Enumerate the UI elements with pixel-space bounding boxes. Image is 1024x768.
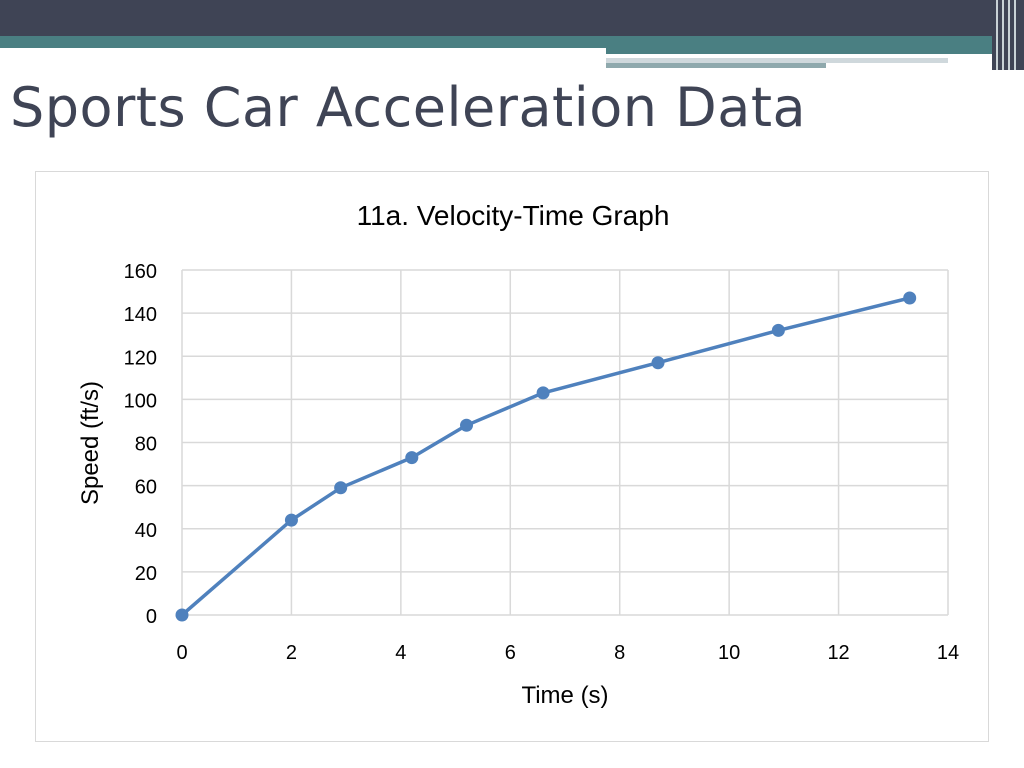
- y-tick-label: 140: [124, 304, 157, 326]
- x-axis-label: Time (s): [521, 682, 608, 709]
- y-tick-label: 120: [124, 347, 157, 369]
- x-tick-label: 2: [286, 642, 297, 664]
- header-light-band: [606, 58, 948, 63]
- x-tick-label: 14: [937, 642, 959, 664]
- y-tick-label: 100: [124, 390, 157, 412]
- header-teal-band: [0, 36, 1024, 48]
- data-point: [651, 356, 665, 370]
- x-tick-label: 12: [827, 642, 849, 664]
- chart-gridlines: [181, 269, 949, 616]
- chart-frame: [35, 171, 989, 742]
- header-light-band-2: [606, 63, 826, 68]
- x-tick-label: 4: [395, 642, 406, 664]
- y-tick-label: 160: [124, 261, 157, 283]
- header-teal-step: [606, 48, 1024, 54]
- header-dark-band: [0, 0, 1024, 36]
- data-point: [536, 386, 550, 400]
- y-tick-label: 60: [135, 477, 157, 499]
- chart-title: 11a. Velocity-Time Graph: [357, 200, 670, 231]
- y-axis-label: Speed (ft/s): [77, 381, 104, 505]
- data-point: [771, 323, 785, 337]
- y-tick-label: 20: [135, 563, 157, 585]
- slide-title: Sports Car Acceleration Data: [10, 76, 807, 139]
- data-point: [460, 418, 474, 432]
- x-tick-label: 8: [614, 642, 625, 664]
- x-tick-label: 6: [505, 642, 516, 664]
- data-point: [175, 608, 189, 622]
- data-point: [903, 291, 917, 305]
- y-axis-ticks: 0 20 40 60 80 100 120 140 160: [124, 261, 157, 628]
- data-point: [405, 451, 419, 465]
- chart-series: [175, 291, 917, 622]
- header-stripes-decoration: [992, 0, 1024, 70]
- y-tick-label: 80: [135, 434, 157, 456]
- x-tick-label: 10: [718, 642, 740, 664]
- data-point: [334, 481, 348, 495]
- x-tick-label: 0: [176, 642, 187, 664]
- data-point: [284, 513, 298, 527]
- y-tick-label: 40: [135, 520, 157, 542]
- y-tick-label: 0: [146, 606, 157, 628]
- x-axis-ticks: 0 2 4 6 8 10 12 14: [176, 642, 959, 664]
